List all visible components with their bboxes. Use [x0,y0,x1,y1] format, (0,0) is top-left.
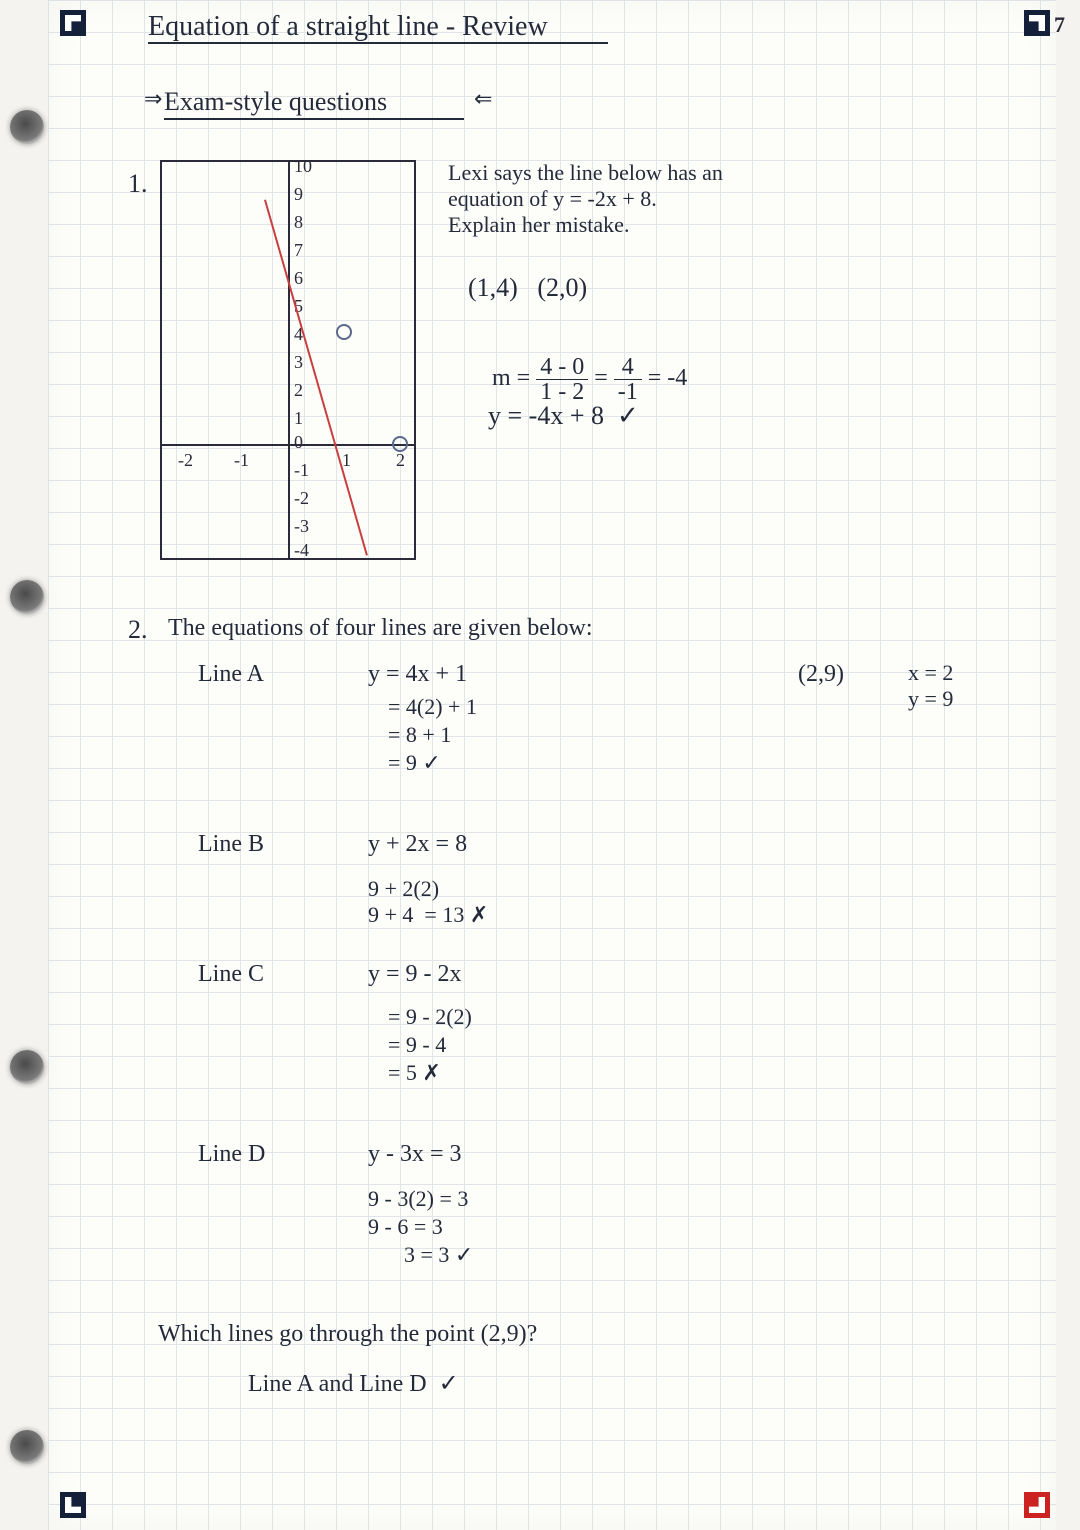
q1-number: 1. [128,168,148,199]
xtick: -1 [234,450,249,471]
ytick: 3 [294,352,303,373]
corner-icon [65,15,81,31]
ytick: 2 [294,380,303,401]
q2-number: 2. [128,614,148,645]
lineD-w2: 9 - 6 = 3 [368,1214,443,1240]
ytick: 7 [294,240,303,261]
xtick: 2 [396,450,405,471]
q2-question: Which lines go through the point (2,9)? [158,1320,537,1349]
lineD-w1: 9 - 3(2) = 3 [368,1186,468,1212]
subtitle-underline [164,118,464,120]
q2-intro: The equations of four lines are given be… [168,614,593,643]
lineA-w2: = 8 + 1 [388,722,451,748]
q1-prompt-1: Lexi says the line below has an [448,160,723,186]
y-axis [288,160,290,560]
lineC-w3: = 5 ✗ [388,1060,441,1086]
page-title: Equation of a straight line - Review [148,10,548,44]
corner-icon [1029,1497,1045,1513]
q2-point-x: x = 2 [908,660,953,686]
q2-point-y: y = 9 [908,686,953,712]
binder-hole [10,110,44,144]
lineC-w2: = 9 - 4 [388,1032,446,1058]
ytick: -1 [294,460,309,481]
x-axis [160,444,416,446]
binder-hole [10,1050,44,1084]
ytick: 8 [294,212,303,233]
ytick: 1 [294,408,303,429]
binder-hole [10,1430,44,1464]
corner-icon [1029,15,1045,31]
chart-point-2 [392,436,408,452]
corner-marker-tr: 7 [1024,10,1050,36]
page-number: 7 [1054,12,1065,38]
ytick: -4 [294,540,309,561]
lineD-w3: 3 = 3 ✓ [404,1242,473,1268]
arrow-left-icon: ⇒ [144,86,162,112]
xtick: 1 [342,450,351,471]
corner-marker-br [1024,1492,1050,1518]
ytick: -2 [294,488,309,509]
lineA-eq: y = 4x + 1 [368,660,467,689]
lineC-label: Line C [198,960,264,989]
arrow-right-icon: ⇐ [474,86,492,112]
lineA-w1: = 4(2) + 1 [388,694,477,720]
corner-icon [65,1497,81,1513]
lineD-label: Line D [198,1140,265,1169]
q1-answer: y = -4x + 8 ✓ [488,400,639,431]
q1-points: (1,4) (2,0) [468,272,587,303]
lineB-label: Line B [198,830,264,859]
xtick: -2 [178,450,193,471]
q1-prompt-3: Explain her mistake. [448,212,629,238]
ytick: 0 [294,432,303,453]
corner-marker-bl [60,1492,86,1518]
q1-prompt-2: equation of y = -2x + 8. [448,186,657,212]
lineC-eq: y = 9 - 2x [368,960,462,989]
ytick: 6 [294,268,303,289]
ytick: -3 [294,516,309,537]
q1-chart: 10 9 8 7 6 5 4 3 2 1 0 -1 -2 -3 -4 -2 -1… [160,160,416,560]
lineB-w2: 9 + 4 = 13 ✗ [368,902,488,928]
ytick: 10 [294,156,312,177]
q2-answer: Line A and Line D ✓ [248,1370,459,1399]
subtitle: Exam-style questions [164,86,387,117]
lineB-eq: y + 2x = 8 [368,830,467,859]
q2-point: (2,9) [798,660,844,689]
title-underline [148,42,608,44]
lineD-eq: y - 3x = 3 [368,1140,462,1169]
paper-sheet: Equation of a straight line - Review ⇒ E… [48,0,1056,1530]
corner-marker-tl [60,10,86,36]
lineC-w1: = 9 - 2(2) [388,1004,472,1030]
binder-hole [10,580,44,614]
chart-point-1 [336,324,352,340]
lineB-w1: 9 + 2(2) [368,876,439,902]
ytick: 9 [294,184,303,205]
lineA-w3: = 9 ✓ [388,750,441,776]
lineA-label: Line A [198,660,264,689]
m-lhs: m = [492,365,536,391]
